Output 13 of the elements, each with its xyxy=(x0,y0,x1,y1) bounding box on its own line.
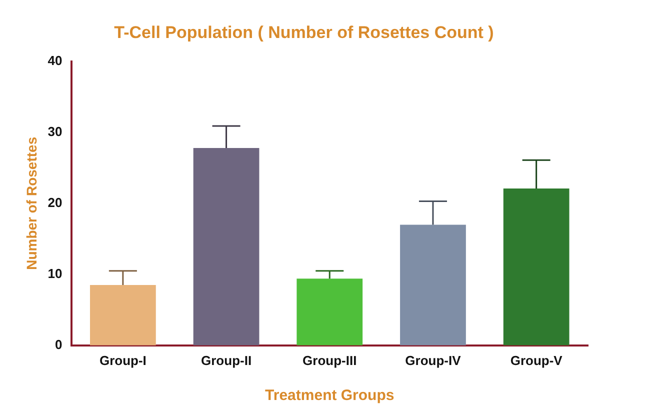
y-tick-label: 30 xyxy=(48,124,62,139)
y-tick-label: 10 xyxy=(48,266,62,281)
x-axis-title: Treatment Groups xyxy=(265,387,394,404)
x-tick-label: Group-I xyxy=(99,352,146,368)
y-tick-label: 0 xyxy=(55,336,62,352)
y-axis-title: Number of Rosettes xyxy=(23,136,40,270)
x-tick-label: Group-II xyxy=(201,352,252,368)
x-tick-label: Group-IV xyxy=(405,352,462,368)
chart-title: T-Cell Population ( Number of Rosettes Count ) xyxy=(114,22,494,42)
y-tick-label: 40 xyxy=(48,52,62,68)
y-tick-label: 20 xyxy=(48,194,62,210)
x-tick-label: Group-V xyxy=(510,352,563,368)
x-tick-label: Group-III xyxy=(302,352,357,368)
